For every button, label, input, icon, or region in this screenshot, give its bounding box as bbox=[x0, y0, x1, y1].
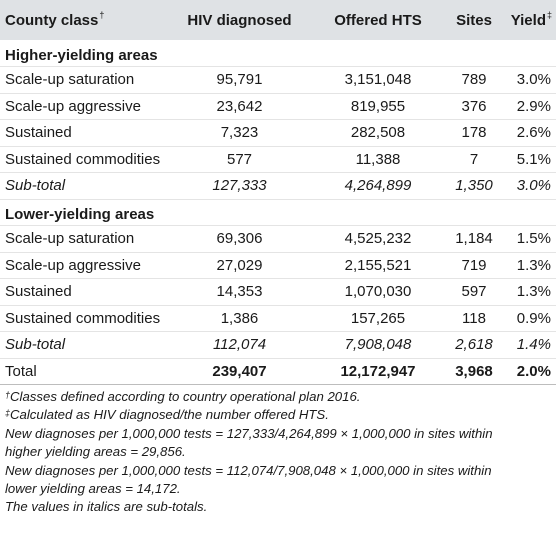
header-sites: Sites bbox=[456, 11, 492, 29]
cell-yield: 2.9% bbox=[503, 93, 556, 120]
table-row: Sustained commodities 1,386 157,265 118 … bbox=[0, 305, 556, 332]
table-header-row: County class† HIV diagnosed Offered HTS … bbox=[0, 0, 556, 40]
data-table: County class† HIV diagnosed Offered HTS … bbox=[0, 0, 556, 385]
cell-hiv-diagnosed: 127,333 bbox=[168, 172, 311, 200]
double-dagger-mark: ‡ bbox=[5, 408, 11, 419]
footnote: lower yielding areas = 14,172. bbox=[5, 481, 181, 497]
table-row: Scale-up saturation 69,306 4,525,232 1,1… bbox=[0, 225, 556, 253]
table-row: Sustained 14,353 1,070,030 597 1.3% bbox=[0, 278, 556, 306]
cell-sites: 118 bbox=[445, 305, 503, 332]
cell-hiv-diagnosed: 27,029 bbox=[168, 252, 311, 279]
footnote: New diagnoses per 1,000,000 tests = 112,… bbox=[5, 462, 492, 478]
cell-yield: 1.3% bbox=[503, 252, 556, 279]
cell-yield: 1.5% bbox=[503, 225, 556, 253]
section-title: Lower-yielding areas bbox=[0, 199, 556, 226]
cell-offered-hts: 3,151,048 bbox=[311, 66, 445, 94]
cell-sites: 719 bbox=[445, 252, 503, 279]
cell-hiv-diagnosed: 23,642 bbox=[168, 93, 311, 120]
table-row: Scale-up aggressive 27,029 2,155,521 719… bbox=[0, 252, 556, 279]
footnote: The values in italics are sub-totals. bbox=[5, 499, 208, 515]
row-label: Scale-up aggressive bbox=[0, 93, 168, 120]
cell-hiv-diagnosed: 112,074 bbox=[168, 331, 311, 359]
cell-hiv-diagnosed: 1,386 bbox=[168, 305, 311, 332]
cell-yield: 2.6% bbox=[503, 119, 556, 147]
double-dagger-mark: ‡ bbox=[546, 9, 552, 20]
section-row-higher: Higher-yielding areas bbox=[0, 40, 556, 67]
dagger-mark: † bbox=[5, 390, 11, 400]
cell-sites: 3,968 bbox=[445, 358, 503, 385]
footnote: higher yielding areas = 29,856. bbox=[5, 444, 186, 460]
table-row: Scale-up saturation 95,791 3,151,048 789… bbox=[0, 66, 556, 94]
row-label: Scale-up saturation bbox=[0, 66, 168, 94]
cell-offered-hts: 2,155,521 bbox=[311, 252, 445, 279]
row-label: Scale-up aggressive bbox=[0, 252, 168, 279]
footnote: †Classes defined according to country op… bbox=[5, 389, 361, 404]
cell-offered-hts: 4,264,899 bbox=[311, 172, 445, 200]
row-label: Total bbox=[0, 358, 168, 385]
header-offered-hts: Offered HTS bbox=[334, 11, 422, 29]
header-yield: Yield‡ bbox=[510, 9, 552, 29]
cell-sites: 1,350 bbox=[445, 172, 503, 200]
cell-yield: 1.3% bbox=[503, 278, 556, 306]
row-label: Sub-total bbox=[0, 172, 168, 200]
cell-sites: 7 bbox=[445, 146, 503, 173]
row-label: Sustained bbox=[0, 278, 168, 306]
row-label: Sustained commodities bbox=[0, 305, 168, 332]
cell-offered-hts: 4,525,232 bbox=[311, 225, 445, 253]
cell-yield: 3.0% bbox=[503, 66, 556, 94]
cell-sites: 789 bbox=[445, 66, 503, 94]
row-label: Sustained bbox=[0, 119, 168, 147]
table-footnotes: †Classes defined according to country op… bbox=[5, 388, 553, 517]
table-row: Sustained 7,323 282,508 178 2.6% bbox=[0, 119, 556, 147]
cell-sites: 597 bbox=[445, 278, 503, 306]
cell-yield: 3.0% bbox=[503, 172, 556, 200]
row-label: Scale-up saturation bbox=[0, 225, 168, 253]
total-row: Total 239,407 12,172,947 3,968 2.0% bbox=[0, 358, 556, 385]
cell-offered-hts: 282,508 bbox=[311, 119, 445, 147]
cell-sites: 376 bbox=[445, 93, 503, 120]
table-row: Sustained commodities 577 11,388 7 5.1% bbox=[0, 146, 556, 173]
header-hiv-diagnosed: HIV diagnosed bbox=[187, 11, 292, 29]
row-label: Sustained commodities bbox=[0, 146, 168, 173]
cell-hiv-diagnosed: 239,407 bbox=[168, 358, 311, 385]
footnote: New diagnoses per 1,000,000 tests = 127,… bbox=[5, 425, 493, 441]
subtotal-row: Sub-total 112,074 7,908,048 2,618 1.4% bbox=[0, 331, 556, 359]
cell-hiv-diagnosed: 14,353 bbox=[168, 278, 311, 306]
cell-hiv-diagnosed: 577 bbox=[168, 146, 311, 173]
table-row: Scale-up aggressive 23,642 819,955 376 2… bbox=[0, 93, 556, 120]
section-row-lower: Lower-yielding areas bbox=[0, 199, 556, 226]
header-county-class: County class† bbox=[5, 9, 105, 29]
cell-hiv-diagnosed: 69,306 bbox=[168, 225, 311, 253]
cell-offered-hts: 12,172,947 bbox=[311, 358, 445, 385]
cell-yield: 1.4% bbox=[503, 331, 556, 359]
footnote: ‡Calculated as HIV diagnosed/the number … bbox=[5, 407, 329, 423]
cell-yield: 0.9% bbox=[503, 305, 556, 332]
cell-sites: 2,618 bbox=[445, 331, 503, 359]
cell-offered-hts: 157,265 bbox=[311, 305, 445, 332]
section-title: Higher-yielding areas bbox=[0, 40, 556, 67]
subtotal-row: Sub-total 127,333 4,264,899 1,350 3.0% bbox=[0, 172, 556, 200]
cell-yield: 2.0% bbox=[503, 358, 556, 385]
cell-sites: 178 bbox=[445, 119, 503, 147]
cell-offered-hts: 1,070,030 bbox=[311, 278, 445, 306]
cell-offered-hts: 11,388 bbox=[311, 146, 445, 173]
dagger-mark: † bbox=[99, 9, 105, 20]
cell-hiv-diagnosed: 95,791 bbox=[168, 66, 311, 94]
cell-offered-hts: 819,955 bbox=[311, 93, 445, 120]
row-label: Sub-total bbox=[0, 331, 168, 359]
cell-hiv-diagnosed: 7,323 bbox=[168, 119, 311, 147]
cell-yield: 5.1% bbox=[503, 146, 556, 173]
cell-sites: 1,184 bbox=[445, 225, 503, 253]
cell-offered-hts: 7,908,048 bbox=[311, 331, 445, 359]
